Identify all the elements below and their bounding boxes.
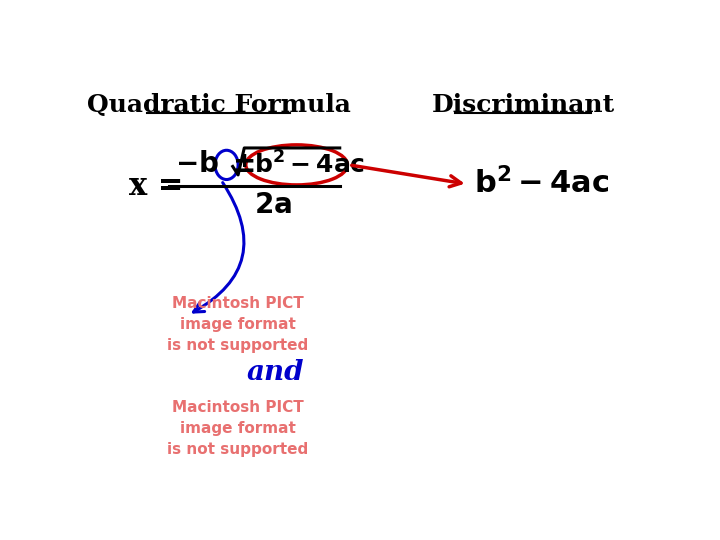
Text: $\mathbf{b^2 - 4ac}$: $\mathbf{b^2 - 4ac}$ xyxy=(474,168,609,200)
Text: Quadratic Formula: Quadratic Formula xyxy=(87,93,351,117)
Text: Macintosh PICT
image format
is not supported: Macintosh PICT image format is not suppo… xyxy=(168,400,309,457)
Text: Discriminant: Discriminant xyxy=(431,93,615,117)
Text: Macintosh PICT
image format
is not supported: Macintosh PICT image format is not suppo… xyxy=(168,296,309,353)
FancyArrowPatch shape xyxy=(194,183,244,312)
Text: $\mathbf{-b\ \pm}$: $\mathbf{-b\ \pm}$ xyxy=(175,151,255,178)
Text: and: and xyxy=(246,359,304,386)
Text: $\mathbf{2a}$: $\mathbf{2a}$ xyxy=(253,192,292,219)
Text: $\mathbf{b^2 - 4ac}$: $\mathbf{b^2 - 4ac}$ xyxy=(253,151,364,179)
Text: x =: x = xyxy=(129,171,183,202)
